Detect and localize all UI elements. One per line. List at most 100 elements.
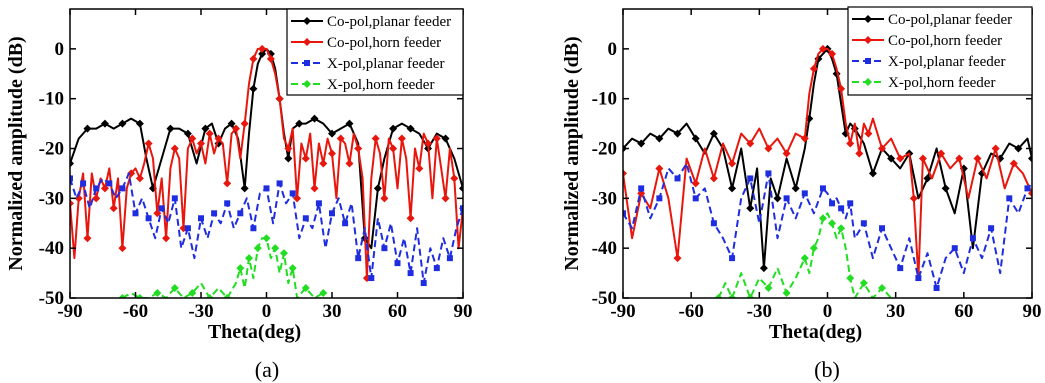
data-point <box>710 220 717 227</box>
data-point <box>118 119 127 128</box>
legend-label: X-pol,horn feeder <box>888 75 995 91</box>
data-point <box>170 144 179 153</box>
data-point <box>381 245 388 252</box>
data-point <box>728 294 737 298</box>
legend-marker <box>864 78 872 86</box>
data-point <box>389 144 398 153</box>
data-point <box>380 194 389 203</box>
data-point <box>132 210 139 217</box>
data-point <box>249 84 258 93</box>
x-axis-title: Theta(deg) <box>769 321 862 343</box>
data-point <box>783 195 790 202</box>
legend-label: X-pol,horn feeder <box>327 77 434 93</box>
data-point <box>450 174 459 183</box>
x-tick-label: -90 <box>610 301 635 322</box>
series-1 <box>70 44 463 283</box>
data-point <box>250 225 257 232</box>
series-1 <box>623 44 1032 280</box>
x-axis-title: Theta(deg) <box>208 321 301 343</box>
data-point <box>837 84 846 93</box>
y-tick-label: -40 <box>39 238 64 259</box>
legend-entry-2: X-pol,planar feeder <box>852 54 1005 70</box>
x-tick-label: 60 <box>388 301 407 322</box>
data-point <box>70 159 74 168</box>
data-point <box>933 285 940 292</box>
data-point <box>782 289 791 298</box>
legend-entry-1: Co-pol,horn feeder <box>852 33 1002 49</box>
data-point <box>371 134 380 143</box>
y-tick-label: 0 <box>55 39 65 60</box>
series-group <box>70 44 463 298</box>
legend-label: Co-pol,horn feeder <box>888 33 1002 49</box>
data-point <box>864 129 873 138</box>
series-3 <box>714 212 892 298</box>
y-axis-title: Normalized amplitude (dB) <box>561 36 583 270</box>
x-tick-label: 60 <box>954 301 973 322</box>
data-point <box>266 54 275 63</box>
data-point <box>258 44 267 53</box>
series-3 <box>118 234 328 298</box>
data-point <box>1009 159 1018 168</box>
data-point <box>673 254 682 263</box>
data-point <box>918 154 927 163</box>
data-point <box>746 294 755 298</box>
data-point <box>276 180 283 187</box>
data-point <box>655 134 664 143</box>
data-point <box>224 200 231 207</box>
data-point <box>288 264 297 273</box>
data-point <box>249 54 258 63</box>
data-point <box>433 265 440 272</box>
legend-label: Co-pol,planar feeder <box>327 14 451 30</box>
data-point <box>240 119 249 128</box>
series-line <box>121 237 324 298</box>
data-point <box>302 215 309 222</box>
y-tick-label: -30 <box>592 188 617 209</box>
data-point <box>328 129 336 138</box>
data-point <box>301 284 310 293</box>
data-point <box>315 200 322 207</box>
x-tick-label: 0 <box>823 301 833 322</box>
data-point <box>765 170 772 177</box>
data-point <box>969 235 976 242</box>
data-point <box>637 139 646 148</box>
data-point <box>460 205 463 212</box>
data-point <box>692 195 699 202</box>
data-point <box>791 184 800 193</box>
y-tick-label: -30 <box>39 188 64 209</box>
x-tick-label: -60 <box>679 301 704 322</box>
data-point <box>109 204 118 213</box>
data-point <box>432 134 441 143</box>
data-point <box>201 124 210 133</box>
data-point <box>420 280 427 287</box>
data-point <box>211 210 218 217</box>
data-point <box>709 174 718 183</box>
data-point <box>1028 189 1032 198</box>
data-point <box>389 124 398 133</box>
legend-label: Co-pol,horn feeder <box>327 35 441 51</box>
data-point <box>83 124 92 133</box>
data-point <box>887 154 896 163</box>
data-point <box>764 144 773 153</box>
data-point <box>859 279 868 288</box>
legend-label: Co-pol,planar feeder <box>888 12 1012 28</box>
data-point <box>275 94 284 103</box>
data-point <box>279 249 288 258</box>
series-group <box>623 44 1032 298</box>
x-tick-label: 0 <box>262 301 272 322</box>
data-point <box>764 284 773 293</box>
data-point <box>782 149 791 158</box>
data-point <box>231 124 240 133</box>
data-point <box>106 180 113 187</box>
data-point <box>828 219 837 228</box>
x-tick-label: -30 <box>188 301 213 322</box>
data-point <box>289 190 296 197</box>
data-point <box>162 234 171 243</box>
data-point <box>328 149 336 158</box>
data-point <box>860 220 867 227</box>
data-point <box>245 254 254 263</box>
y-tick-label: -50 <box>592 288 617 309</box>
data-point <box>915 275 922 282</box>
legend-marker <box>303 38 311 46</box>
data-point <box>623 169 627 178</box>
x-tick-label: 30 <box>323 301 342 322</box>
